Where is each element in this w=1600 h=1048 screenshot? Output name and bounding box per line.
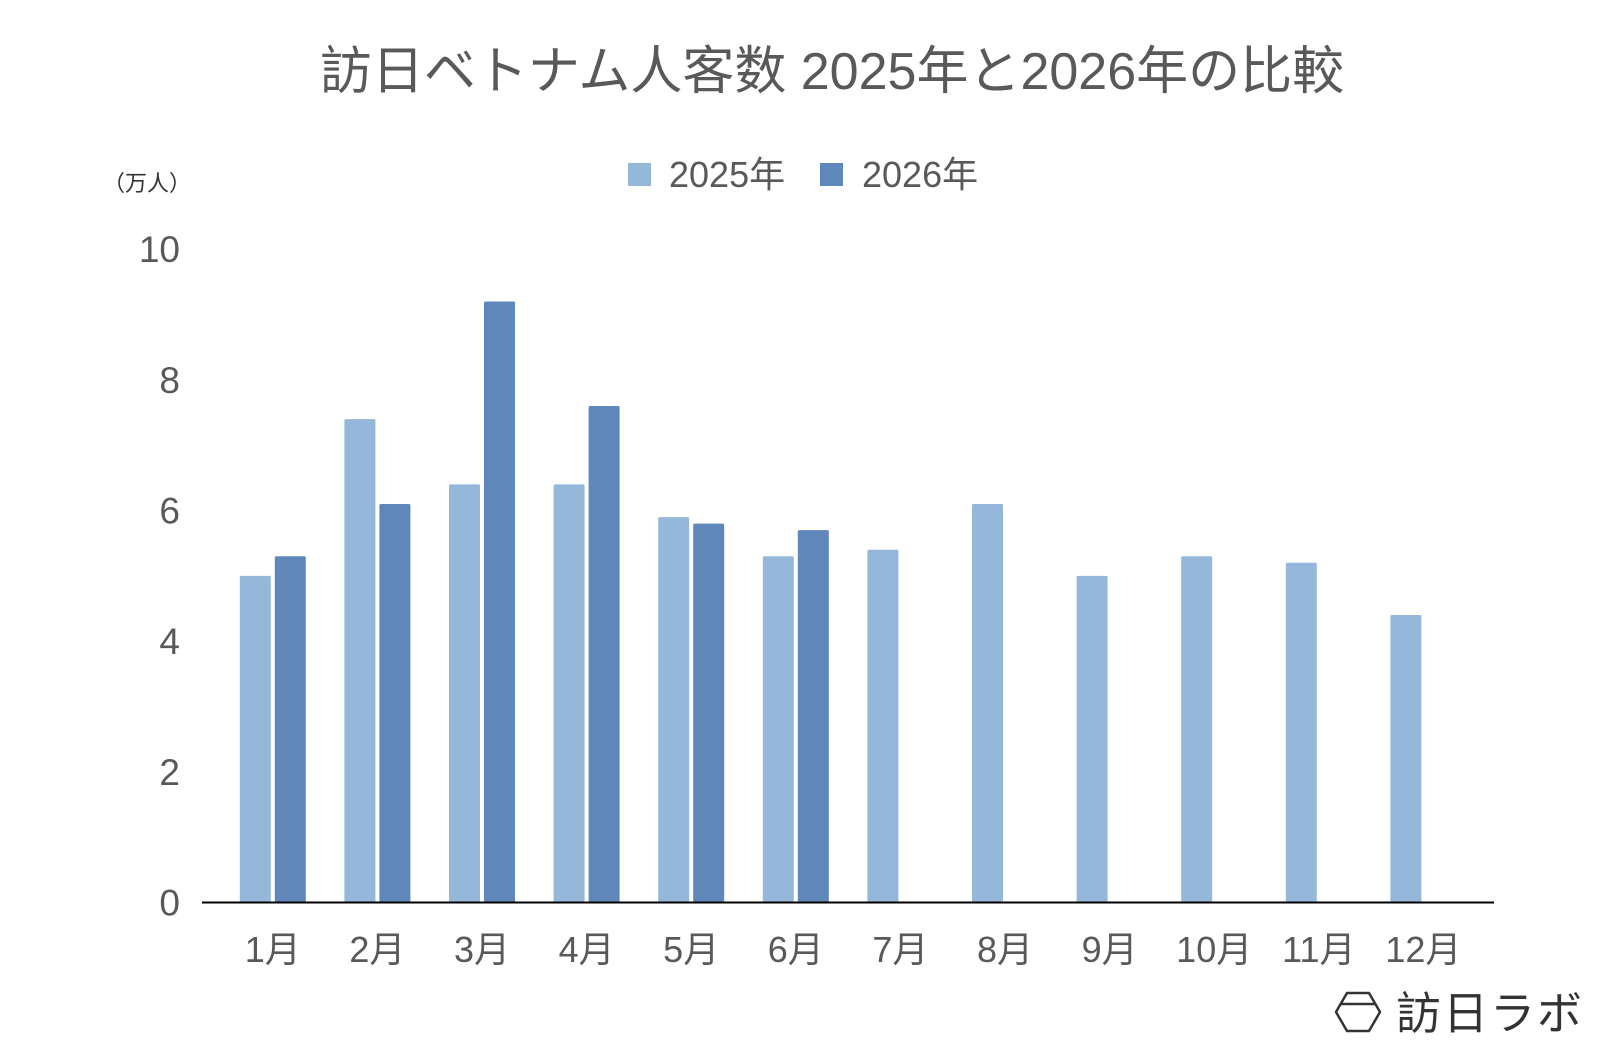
bar-2025-month-12 — [1390, 615, 1422, 903]
bar-2026-month-5 — [693, 523, 725, 903]
x-tick-label-month-9: 9月 — [1082, 929, 1138, 970]
bar-2025-month-10 — [1181, 556, 1213, 903]
x-tick-label-month-6: 6月 — [768, 929, 824, 970]
x-tick-label-month-8: 8月 — [977, 929, 1033, 970]
x-tick-label-month-4: 4月 — [559, 929, 615, 970]
legend: 2025年 2026年 — [628, 154, 978, 195]
y-axis-unit-label: （万人） — [103, 171, 191, 196]
bar-2025-month-8 — [972, 504, 1003, 903]
x-tick-label-month-11: 11月 — [1282, 929, 1355, 970]
x-tick-label-month-3: 3月 — [454, 929, 510, 970]
bar-2026-month-1 — [274, 556, 306, 903]
bar-2025-month-9 — [1076, 575, 1108, 903]
bar-2026-month-3 — [484, 301, 515, 903]
bar-2025-month-4 — [553, 484, 585, 903]
hexagon-logo-icon — [1334, 991, 1382, 1033]
x-tick-label-month-10: 10月 — [1176, 929, 1252, 970]
y-axis-tick-labels: 0 2 4 6 8 10 — [139, 229, 180, 923]
y-tick-label-2: 2 — [159, 752, 180, 793]
logo: 訪日ラボ — [1334, 988, 1584, 1039]
bar-2026-month-2 — [379, 504, 411, 903]
y-tick-label-10: 10 — [139, 229, 180, 270]
bar-2025-month-1 — [239, 575, 271, 903]
logo-text: 訪日ラボ — [1396, 988, 1584, 1039]
y-tick-label-0: 0 — [159, 883, 180, 924]
legend-label-2025: 2025年 — [669, 154, 785, 195]
bar-2025-month-6 — [762, 556, 794, 903]
y-tick-label-4: 4 — [159, 621, 180, 662]
bar-2025-month-7 — [867, 549, 899, 903]
x-axis-tick-labels: 1月 2月 3月 4月 5月 6月 7月 8月 9月 10月 11月 12月 — [245, 929, 1462, 970]
legend-swatch-2025 — [628, 163, 651, 186]
bar-2025-month-5 — [658, 517, 690, 903]
y-tick-label-6: 6 — [159, 491, 180, 532]
y-tick-label-8: 8 — [159, 360, 180, 401]
bar-2025-month-11 — [1285, 562, 1317, 903]
x-tick-label-month-2: 2月 — [349, 929, 405, 970]
x-tick-label-month-12: 12月 — [1385, 929, 1461, 970]
bar-2026-month-6 — [797, 530, 829, 903]
legend-swatch-2026 — [820, 163, 843, 186]
legend-label-2026: 2026年 — [862, 154, 978, 195]
bar-2026-month-4 — [588, 406, 620, 903]
x-tick-label-month-5: 5月 — [663, 929, 719, 970]
chart-title: 訪日ベトナム人客数 2025年と2026年の比較 — [320, 43, 1344, 101]
x-tick-label-month-7: 7月 — [872, 929, 928, 970]
bar-2025-month-3 — [449, 484, 480, 903]
bar-2025-month-2 — [344, 419, 376, 903]
x-tick-label-month-1: 1月 — [245, 929, 301, 970]
bars — [239, 301, 1422, 903]
